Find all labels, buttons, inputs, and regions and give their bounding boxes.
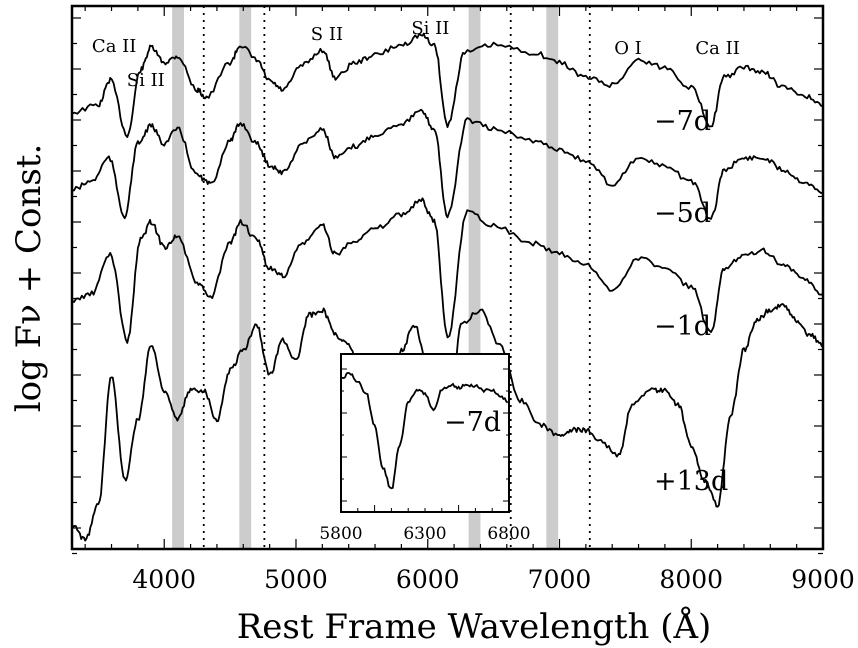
- spectrum-line-1: [71, 108, 824, 220]
- line-id-label-4: O I: [614, 38, 642, 59]
- epoch-label-2: −1d: [654, 311, 711, 342]
- epoch-label-1: −5d: [654, 198, 711, 229]
- inset-tick-label: 6800: [487, 524, 530, 544]
- inset-tick-label: 6300: [403, 524, 446, 544]
- inset-panel: 5800 6300 6800 −7d: [319, 353, 531, 544]
- shaded-band-3: [546, 6, 559, 549]
- inset-tick-label: 5800: [319, 524, 362, 544]
- line-id-label-3: Si II: [411, 18, 449, 39]
- x-tick-label: 6000: [396, 565, 460, 594]
- plot-frame: [70, 4, 825, 551]
- y-axis-title: log Fν + Const.: [9, 144, 49, 413]
- y-axis-title-text: log Fν + Const.: [9, 144, 49, 413]
- inset-spectrum-line: [340, 371, 509, 490]
- inset-frame: [340, 353, 510, 513]
- inset-epoch-label: −7d: [444, 407, 501, 438]
- shaded-band-0: [172, 6, 184, 549]
- epoch-labels: −7d −5d −1d +13d: [654, 106, 728, 497]
- line-id-label-2: S II: [311, 24, 343, 45]
- spectrum-line-2: [71, 197, 824, 344]
- spectrum-line-0: [71, 32, 824, 138]
- axis-ticks: 4000 5000 6000 7000 8000 9000: [72, 6, 855, 594]
- x-tick-label: 7000: [528, 565, 592, 594]
- line-id-label-1: Si II: [127, 70, 165, 91]
- line-identifications: Ca II Si II S II Si II O I Ca II: [92, 18, 740, 91]
- x-tick-label: 9000: [791, 565, 855, 594]
- line-id-label-0: Ca II: [92, 36, 136, 57]
- shaded-band-2: [468, 6, 481, 549]
- line-id-label-5: Ca II: [695, 38, 739, 59]
- x-axis-title: Rest Frame Wavelength (Å): [237, 606, 712, 647]
- x-tick-label: 8000: [659, 565, 723, 594]
- x-tick-label: 4000: [132, 565, 196, 594]
- epoch-label-0: −7d: [654, 106, 711, 137]
- epoch-label-3: +13d: [654, 466, 728, 497]
- shaded-band-1: [239, 6, 252, 549]
- shaded-bands: [172, 6, 559, 549]
- x-tick-label: 5000: [264, 565, 328, 594]
